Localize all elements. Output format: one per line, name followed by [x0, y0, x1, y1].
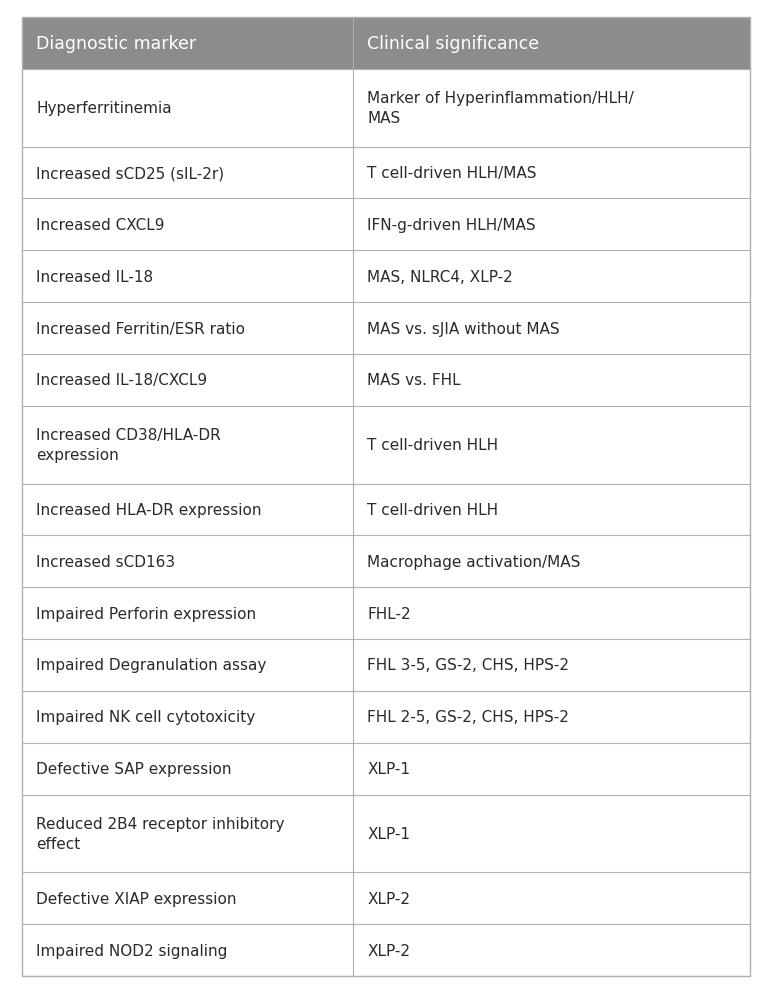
- Text: Hyperferritinemia: Hyperferritinemia: [36, 101, 171, 116]
- Text: Defective XIAP expression: Defective XIAP expression: [36, 891, 236, 906]
- Text: XLP-2: XLP-2: [367, 942, 410, 957]
- Bar: [22, 743, 750, 795]
- Bar: [22, 147, 750, 199]
- Text: XLP-1: XLP-1: [367, 761, 410, 776]
- Text: Increased IL-18/CXCL9: Increased IL-18/CXCL9: [36, 373, 207, 388]
- Text: Increased Ferritin/ESR ratio: Increased Ferritin/ESR ratio: [36, 321, 245, 336]
- Text: IFN-g-driven HLH/MAS: IFN-g-driven HLH/MAS: [367, 218, 536, 233]
- Text: MAS vs. FHL: MAS vs. FHL: [367, 373, 461, 388]
- Bar: [22, 199, 750, 251]
- Bar: [22, 407, 750, 484]
- Bar: [22, 639, 750, 691]
- Text: Clinical significance: Clinical significance: [367, 35, 540, 53]
- Bar: [22, 484, 750, 536]
- Text: Impaired Degranulation assay: Impaired Degranulation assay: [36, 658, 266, 673]
- Text: Reduced 2B4 receptor inhibitory
effect: Reduced 2B4 receptor inhibitory effect: [36, 816, 285, 851]
- Text: Defective SAP expression: Defective SAP expression: [36, 761, 232, 776]
- Bar: [22, 924, 750, 976]
- Bar: [22, 536, 750, 587]
- Text: XLP-1: XLP-1: [367, 826, 410, 841]
- Text: MAS, NLRC4, XLP-2: MAS, NLRC4, XLP-2: [367, 269, 513, 284]
- Text: T cell-driven HLH/MAS: T cell-driven HLH/MAS: [367, 166, 537, 181]
- Bar: [22, 587, 750, 639]
- Bar: [22, 18, 750, 70]
- Bar: [22, 691, 750, 743]
- Bar: [22, 795, 750, 873]
- Text: T cell-driven HLH: T cell-driven HLH: [367, 502, 499, 518]
- Text: Diagnostic marker: Diagnostic marker: [36, 35, 196, 53]
- Bar: [22, 873, 750, 924]
- Text: Macrophage activation/MAS: Macrophage activation/MAS: [367, 555, 581, 570]
- Bar: [22, 303, 750, 355]
- Bar: [22, 70, 750, 147]
- Text: FHL-2: FHL-2: [367, 606, 411, 621]
- Text: MAS vs. sJIA without MAS: MAS vs. sJIA without MAS: [367, 321, 560, 336]
- Bar: [22, 251, 750, 303]
- Text: T cell-driven HLH: T cell-driven HLH: [367, 437, 499, 452]
- Text: Impaired Perforin expression: Impaired Perforin expression: [36, 606, 256, 621]
- Text: FHL 2-5, GS-2, CHS, HPS-2: FHL 2-5, GS-2, CHS, HPS-2: [367, 710, 569, 725]
- Text: Impaired NOD2 signaling: Impaired NOD2 signaling: [36, 942, 228, 957]
- Text: Increased CXCL9: Increased CXCL9: [36, 218, 164, 233]
- Text: Increased CD38/HLA-DR
expression: Increased CD38/HLA-DR expression: [36, 427, 221, 462]
- Text: Marker of Hyperinflammation/HLH/
MAS: Marker of Hyperinflammation/HLH/ MAS: [367, 91, 634, 126]
- Text: Increased sCD25 (sIL-2r): Increased sCD25 (sIL-2r): [36, 166, 224, 181]
- Text: Increased HLA-DR expression: Increased HLA-DR expression: [36, 502, 262, 518]
- Text: Increased IL-18: Increased IL-18: [36, 269, 153, 284]
- Text: FHL 3-5, GS-2, CHS, HPS-2: FHL 3-5, GS-2, CHS, HPS-2: [367, 658, 569, 673]
- Text: Impaired NK cell cytotoxicity: Impaired NK cell cytotoxicity: [36, 710, 256, 725]
- Bar: [22, 355, 750, 407]
- Text: XLP-2: XLP-2: [367, 891, 410, 906]
- Text: Increased sCD163: Increased sCD163: [36, 555, 175, 570]
